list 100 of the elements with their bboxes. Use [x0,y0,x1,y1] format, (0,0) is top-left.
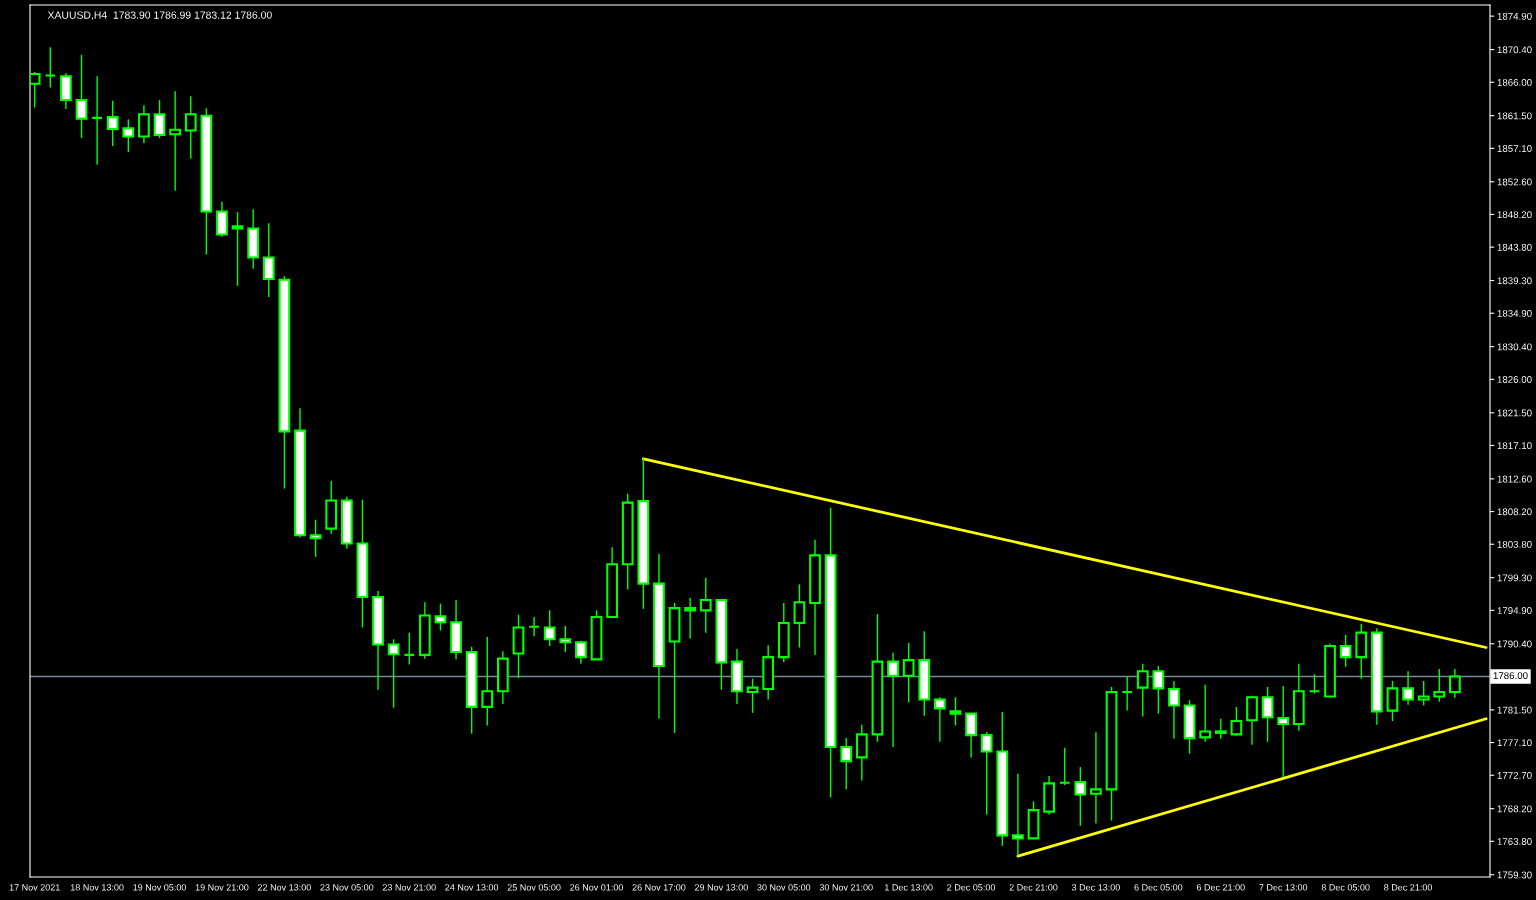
x-tick-label: 2 Dec 21:00 [1009,884,1058,891]
x-tick-label: 2 Dec 05:00 [947,884,996,891]
x-tick-label: 22 Nov 13:00 [257,884,311,891]
x-tick-label: 26 Nov 01:00 [570,884,624,891]
x-tick-label: 3 Dec 13:00 [1071,884,1120,891]
candlestick [309,519,322,558]
x-tick-label: 8 Dec 21:00 [1384,884,1433,891]
x-tick-label: 19 Nov 21:00 [195,884,249,891]
candlestick [1230,706,1243,737]
candlestick [153,99,166,139]
y-tick-label: 1839.30 [1497,277,1532,285]
x-tick-label: 17 Nov 2021 [9,884,60,891]
y-tick-label: 1857.10 [1497,145,1532,152]
candlestick [1339,634,1352,668]
candlestick [1136,663,1149,718]
y-tick-label: 1834.90 [1497,309,1532,317]
candlestick [122,118,135,153]
candlestick [91,75,103,166]
candlestick [1058,747,1071,786]
candlestick [1152,665,1165,715]
candlestick [1277,685,1290,779]
candlestick [138,104,150,144]
x-tick-label: 6 Dec 05:00 [1134,884,1183,891]
candlestick [1121,675,1134,712]
candlestick [1417,680,1430,707]
y-tick-label: 1772.70 [1497,771,1532,779]
candlestick [1199,683,1212,743]
y-tick-label: 1781.50 [1497,706,1532,714]
candlestick [481,636,494,727]
candlestick [184,95,197,160]
candlestick [1012,773,1024,857]
candlestick [1449,668,1461,699]
y-tick-label: 1866.00 [1497,78,1532,86]
candlestick [543,609,556,647]
x-tick-label: 30 Nov 21:00 [819,884,873,891]
candlestick [949,696,962,727]
x-tick-label: 29 Nov 13:00 [694,884,748,891]
candlestick [1214,718,1227,740]
x-tick-label: 24 Nov 13:00 [445,884,499,891]
candlestick [793,583,806,649]
candlestick [169,90,182,192]
candlestick [980,731,993,816]
x-tick-label: 18 Nov 13:00 [70,884,124,891]
candlestick [1261,686,1274,743]
y-tick-label: 1768.20 [1497,805,1532,813]
candlestick [1386,680,1399,722]
y-tick-label: 1799.30 [1497,574,1532,582]
y-tick-label: 1812.60 [1497,475,1532,483]
y-tick-label: 1777.10 [1497,739,1532,747]
candlestick [559,625,572,653]
x-tick-label: 23 Nov 21:00 [382,884,436,891]
x-tick-label: 26 Nov 17:00 [632,884,686,891]
candlestick [262,222,275,298]
y-tick-label: 1848.20 [1497,211,1532,219]
x-tick-label: 25 Nov 05:00 [507,884,561,891]
ref-line-label: 1786.00 [1493,672,1528,680]
candlestick [965,712,977,759]
x-tick-label: 8 Dec 05:00 [1321,884,1370,891]
candlestick [855,724,868,782]
candlestick [746,677,759,714]
candlestick [30,71,41,109]
candlestick [216,201,228,238]
y-tick-label: 1826.00 [1497,376,1532,383]
candlestick [840,737,853,791]
y-tick-label: 1790.40 [1497,640,1532,648]
y-tick-label: 1852.60 [1497,178,1532,186]
y-tick-label: 1808.20 [1497,508,1532,516]
candlestick [1168,680,1180,740]
x-tick-label: 1 Dec 13:00 [885,884,933,891]
x-tick-label: 19 Nov 05:00 [133,884,187,891]
candlestick [933,696,946,743]
x-tick-label: 6 Dec 21:00 [1196,884,1245,891]
candlestick [434,602,447,632]
candlestick [887,651,899,748]
candlestick [684,597,697,640]
candlestick [699,576,712,634]
candlestick [1246,695,1258,746]
y-tick-label: 1803.80 [1497,540,1532,548]
y-tick-label: 1821.50 [1497,409,1532,417]
y-tick-label: 1843.80 [1497,243,1532,251]
y-tick-label: 1830.40 [1497,343,1532,351]
candlestick [387,638,400,709]
candlestick [528,616,540,638]
candlestick [1308,673,1321,695]
x-tick-label: 7 Dec 13:00 [1259,884,1308,891]
candlestick [75,54,88,139]
y-tick-label: 1759.30 [1497,871,1532,879]
y-tick-label: 1794.90 [1497,607,1532,614]
candlestick [1402,670,1414,706]
candlestick [44,46,57,89]
x-tick-label: 30 Nov 05:00 [757,884,811,891]
candlestick [1090,731,1102,825]
candlestick [403,631,416,666]
y-tick-label: 1861.50 [1497,112,1532,120]
text: XAUUSD,H4 1783.90 1786.99 1783.12 1786.00 [47,11,272,20]
y-tick-label: 1874.90 [1497,12,1532,20]
candlestick [902,642,915,704]
candlestick [106,100,119,147]
y-tick-label: 1870.40 [1497,46,1532,54]
candlestick [60,72,72,110]
